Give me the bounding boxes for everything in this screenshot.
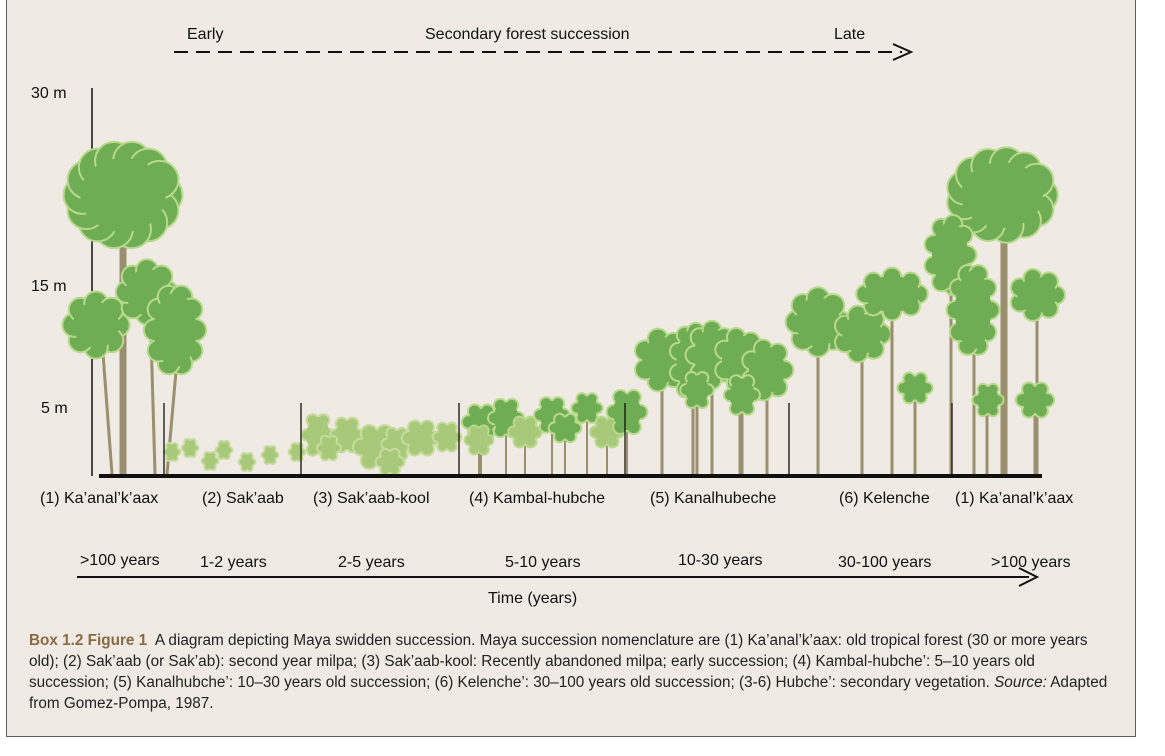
tree-canopy <box>431 421 463 453</box>
tree-canopy <box>237 451 257 473</box>
duration-label: >100 years <box>991 554 1071 571</box>
tree-canopy <box>971 382 1005 418</box>
tree-canopy <box>400 419 442 457</box>
succession-arrowhead <box>892 43 914 61</box>
tree-canopy <box>463 424 495 456</box>
time-axis-label: Time (years) <box>488 590 577 607</box>
tree-canopy <box>142 284 208 376</box>
tree-canopy <box>507 415 543 449</box>
duration-label: >100 years <box>80 552 160 569</box>
caption-source-text: Adapted from Gomez-Pompa, 1987. <box>29 674 1108 712</box>
time-axis-arrowhead <box>1018 567 1040 587</box>
succession-title: Secondary forest succession <box>425 26 630 43</box>
stage-label-sakaab: (2) Sak’aab <box>202 490 284 507</box>
tree-canopy <box>214 439 234 461</box>
tree-canopy <box>684 319 740 391</box>
tree-trunk <box>100 339 114 475</box>
stage-label-kambal-hubche: (4) Kambal-hubche <box>469 490 605 507</box>
tree-canopy <box>547 412 583 444</box>
stage-label-sakaab-kool: (3) Sak’aab-kool <box>313 490 430 507</box>
stage-label-kaanalkaax-late: (1) Ka’anal’k’aax <box>955 490 1073 507</box>
tree-canopy <box>605 388 649 436</box>
tree-canopy <box>180 437 200 459</box>
duration-label: 10-30 years <box>678 552 763 569</box>
figure-label: Box 1.2 Figure 1 <box>29 632 148 649</box>
tree-canopy <box>945 264 1001 356</box>
succession-diagram: Early Secondary forest succession Late 3… <box>31 26 1073 607</box>
tree-canopy <box>570 392 604 424</box>
tree-canopy <box>374 447 406 477</box>
height-tick-5m: 5 m <box>41 400 68 417</box>
succession-late-label: Late <box>834 26 865 43</box>
figure-box: Early Secondary forest succession Late 3… <box>6 0 1136 737</box>
tree-canopy <box>62 140 184 250</box>
caption-text: A diagram depicting Maya swidden success… <box>29 632 1088 691</box>
vegetation <box>61 140 1066 477</box>
duration-label: 5-10 years <box>505 554 581 571</box>
duration-label: 2-5 years <box>338 554 405 571</box>
height-tick-15m: 15 m <box>31 278 67 295</box>
height-tick-30m: 30 m <box>31 85 67 102</box>
tree-canopy <box>61 290 131 360</box>
tree-canopy <box>946 146 1059 244</box>
duration-label: 30-100 years <box>838 554 931 571</box>
tree-canopy <box>855 266 929 322</box>
tree-canopy <box>162 441 182 463</box>
tree-canopy <box>896 371 934 405</box>
stage-label-kanalhubeche: (5) Kanalhubeche <box>650 490 776 507</box>
tree-canopy <box>260 444 280 466</box>
succession-early-label: Early <box>187 26 223 43</box>
tree-canopy <box>723 374 762 416</box>
stage-label-kaanalkaax: (1) Ka’anal’k’aax <box>40 490 158 507</box>
stage-label-kelenche: (6) Kelenche <box>839 490 930 507</box>
caption-source-label: Source: <box>994 674 1047 691</box>
tree-canopy <box>1009 268 1066 322</box>
tree-canopy <box>316 434 342 462</box>
tree-canopy <box>834 304 892 364</box>
tree-canopy <box>200 450 220 472</box>
tree-canopy <box>287 441 307 463</box>
tree-canopy <box>741 338 795 402</box>
figure-caption: Box 1.2 Figure 1 A diagram depicting May… <box>29 630 1119 714</box>
tree-canopy <box>679 370 715 410</box>
tree-canopy <box>1014 381 1056 419</box>
duration-label: 1-2 years <box>200 554 267 571</box>
